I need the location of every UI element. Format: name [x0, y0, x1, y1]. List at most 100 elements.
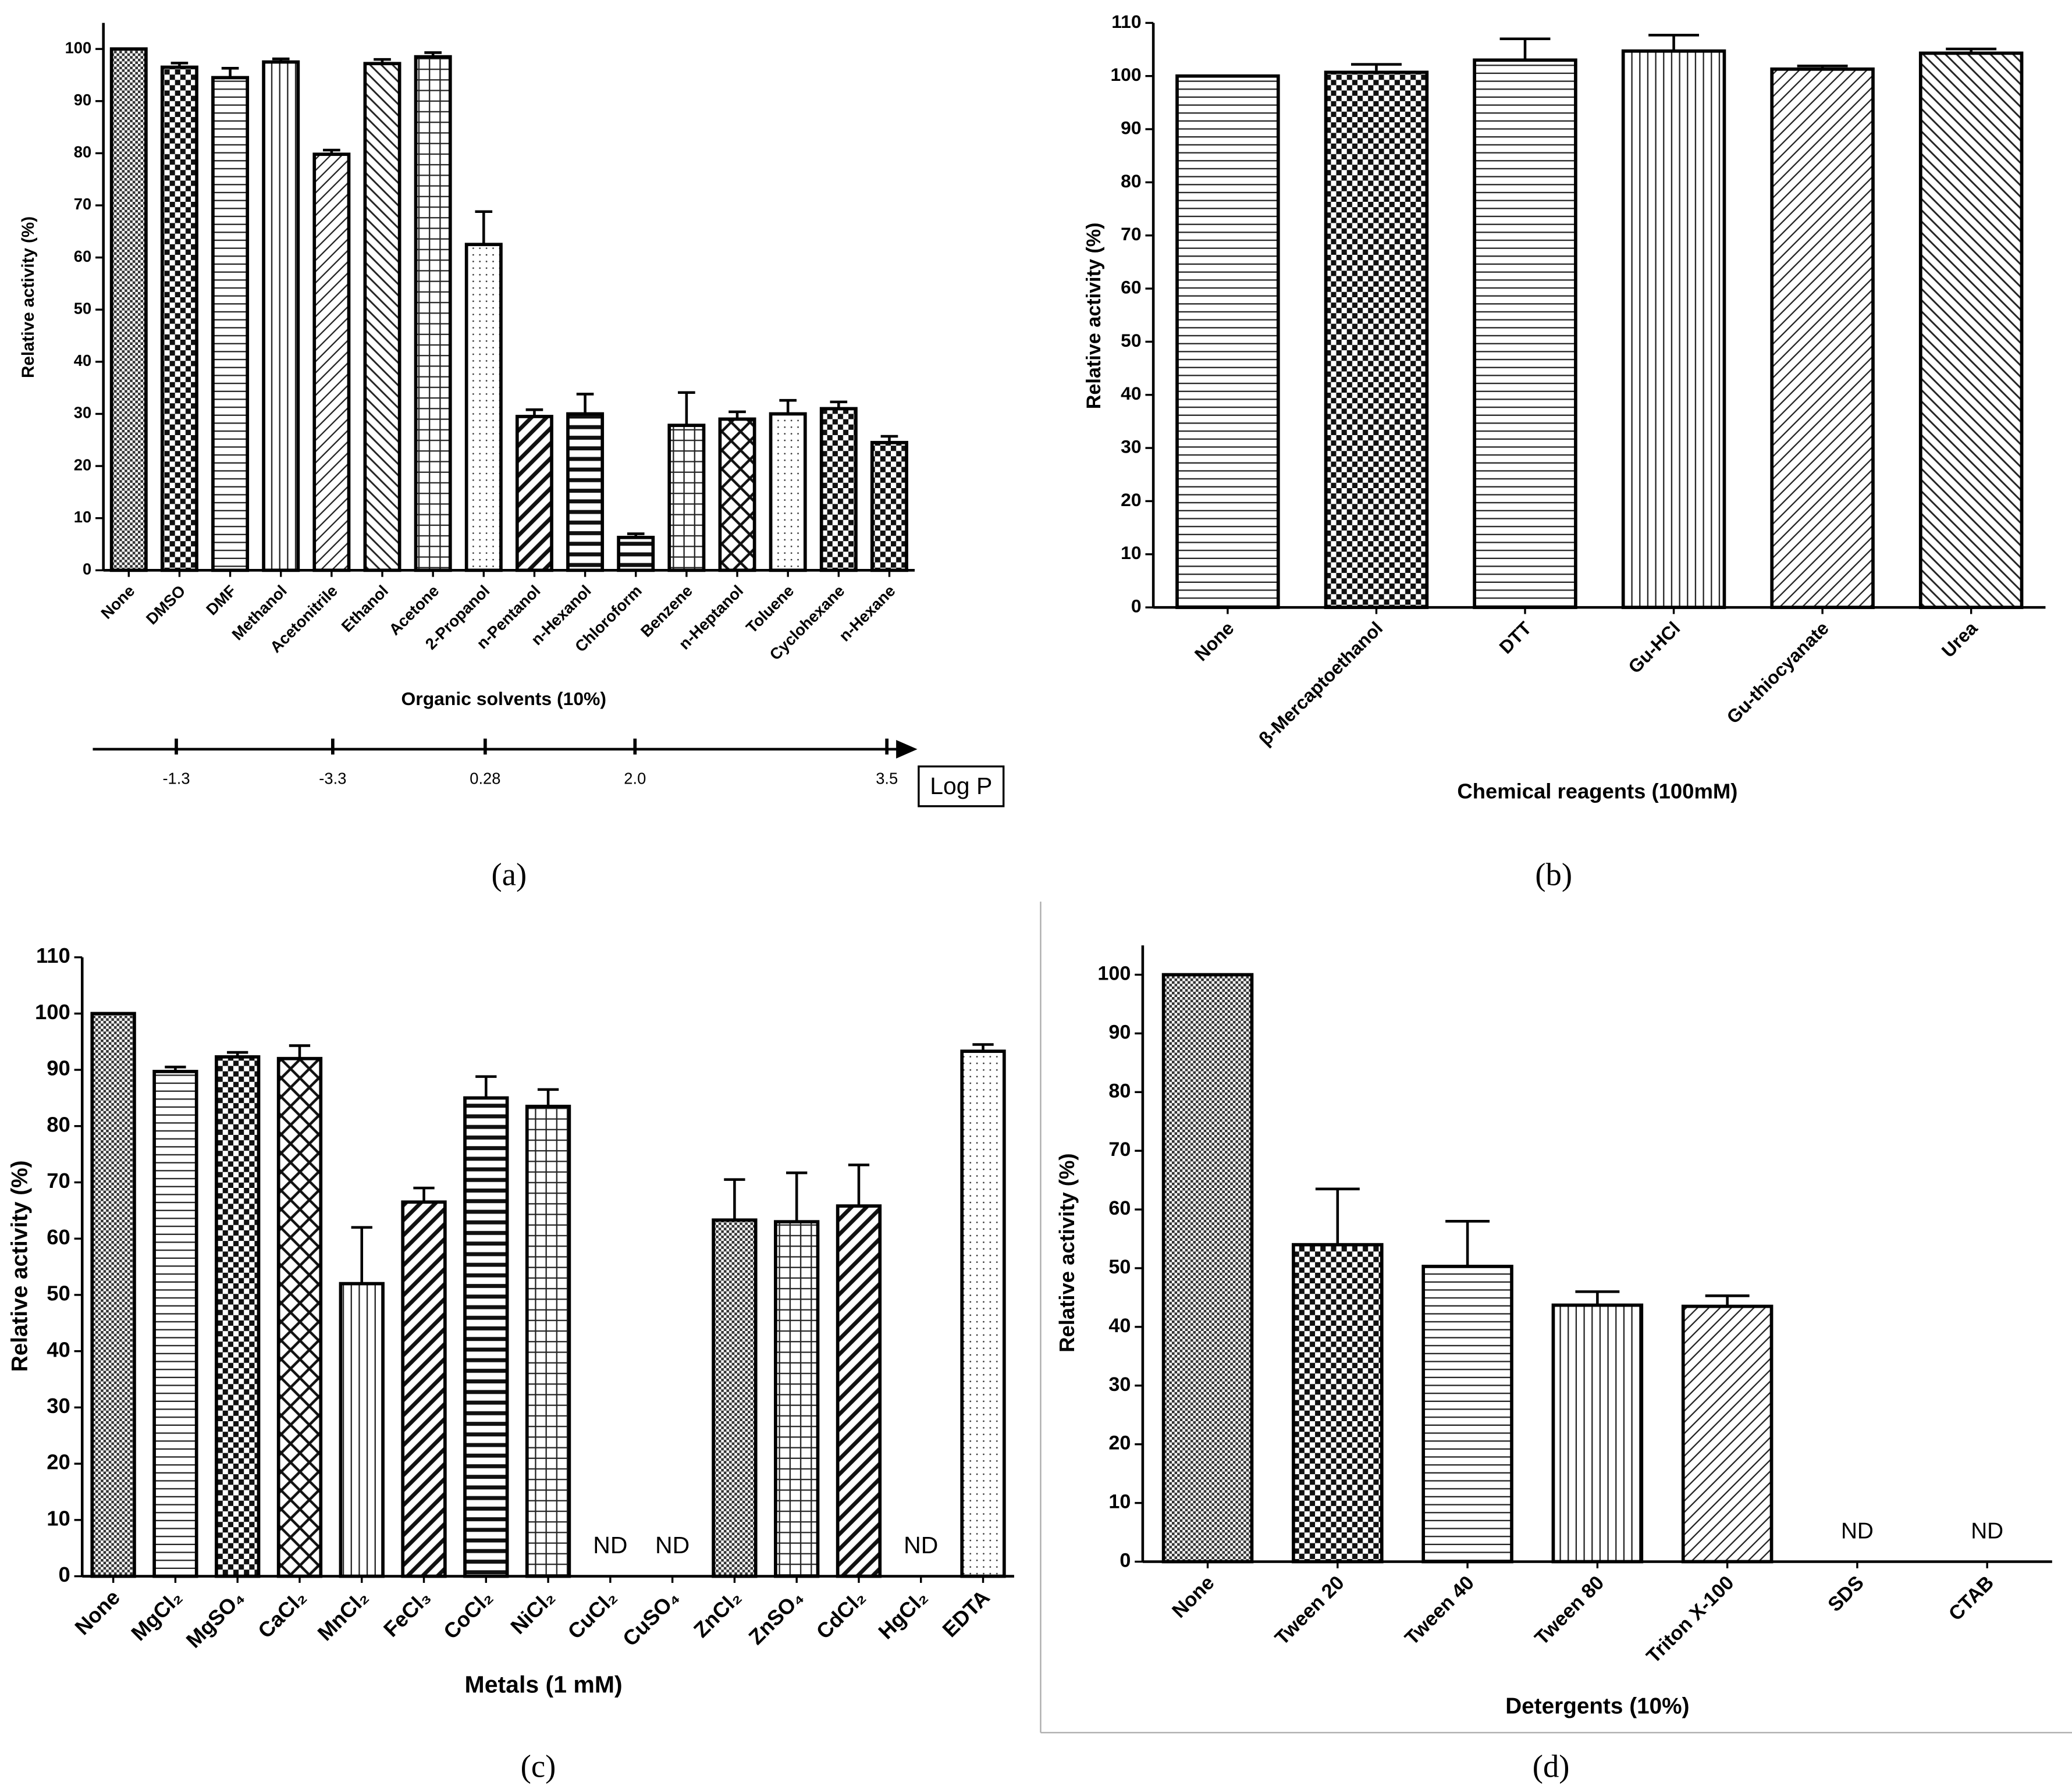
bar: [667, 424, 706, 572]
x-tick-label: FeCl₃: [379, 1585, 435, 1642]
y-tick-label: 80: [47, 1112, 70, 1136]
x-tick-label: CdCl₂: [812, 1585, 870, 1644]
panel-label: (c): [521, 1749, 556, 1784]
error-bar: [170, 62, 189, 67]
y-axis-title: Relative activity (%): [8, 1161, 33, 1372]
error-bar: [525, 408, 543, 417]
y-tick-label: 20: [47, 1450, 70, 1474]
y-tick-label: 90: [1121, 117, 1141, 138]
x-tick-label: None: [70, 1585, 125, 1639]
x-tick-label: CuCl₂: [563, 1585, 622, 1644]
error-bar: [678, 391, 695, 426]
logp-arrow: [896, 739, 918, 759]
error-bar: [830, 400, 848, 409]
y-tick-label: 60: [1108, 1197, 1131, 1219]
bar: [1421, 1265, 1513, 1564]
y-tick-label: 80: [1108, 1080, 1131, 1102]
error-bar: [1797, 65, 1848, 69]
y-tick-label: 10: [47, 1506, 70, 1530]
y-tick-label: 100: [1110, 64, 1141, 85]
y-tick-label: 100: [35, 1000, 70, 1024]
bar: [363, 62, 401, 572]
x-axis-title: Organic solvents (10%): [401, 688, 607, 709]
error-bar: [1445, 1220, 1490, 1266]
y-tick-label: 50: [1121, 330, 1141, 351]
panel-label: (b): [1535, 856, 1572, 892]
x-tick-label: Gu-HCl: [1624, 617, 1684, 677]
y-tick-label: 110: [36, 944, 70, 967]
x-tick-label: ZnCl₂: [689, 1585, 746, 1642]
bar: [1770, 67, 1875, 609]
y-axis-title: Relative activity (%): [19, 216, 38, 378]
error-bar: [724, 1178, 745, 1220]
bar: [1621, 49, 1726, 609]
logp-tick-label: 3.5: [876, 770, 898, 788]
y-tick-label: 20: [74, 455, 91, 474]
y-tick-label: 0: [83, 560, 91, 578]
y-tick-label: 0: [58, 1563, 70, 1586]
y-tick-label: 0: [1131, 596, 1142, 617]
error-bar: [1315, 1187, 1360, 1245]
error-bar: [1499, 37, 1551, 61]
bar: [211, 76, 250, 572]
bar: [1551, 1303, 1644, 1564]
error-bar: [880, 435, 898, 443]
bar: [525, 1105, 571, 1578]
x-tick-label: Tween 80: [1530, 1572, 1608, 1650]
value-label: ND: [1841, 1519, 1874, 1544]
x-axis-title: Detergents (10%): [1505, 1693, 1689, 1718]
error-bar: [786, 1171, 808, 1222]
x-axis-title: Chemical reagents (100mM): [1457, 780, 1737, 803]
y-tick-label: 70: [1108, 1138, 1131, 1161]
y-tick-label: 90: [1108, 1021, 1131, 1043]
logp-tick-label: -3.3: [319, 770, 346, 788]
x-tick-label: None: [97, 582, 138, 622]
x-tick-label: MgCl₂: [126, 1585, 186, 1645]
x-tick-label: β-Mercaptoethanol: [1254, 617, 1387, 749]
error-bar: [227, 1051, 248, 1057]
y-tick-label: 70: [47, 1169, 70, 1193]
y-tick-label: 60: [1121, 276, 1141, 297]
error-bar: [1648, 34, 1699, 51]
logp-tick-label: 0.28: [470, 770, 500, 788]
bar: [463, 1096, 509, 1578]
y-tick-label: 30: [1108, 1373, 1131, 1396]
y-tick-label: 20: [1121, 489, 1141, 510]
error-bar: [272, 57, 290, 62]
y-axis-title: Relative activity (%): [1083, 222, 1105, 409]
x-tick-label: DTT: [1495, 617, 1536, 658]
bar: [339, 1282, 385, 1578]
x-tick-label: MgSO₄: [182, 1585, 249, 1653]
x-tick-label: Tween 40: [1401, 1572, 1479, 1650]
y-tick-label: 50: [74, 299, 91, 317]
bar: [262, 60, 300, 572]
y-tick-label: 90: [47, 1056, 70, 1080]
bar: [712, 1218, 758, 1578]
x-tick-label: CTAB: [1945, 1572, 1998, 1625]
bar: [160, 65, 198, 572]
logp-label: Log P: [930, 773, 992, 799]
bar: [718, 417, 756, 572]
y-tick-label: 50: [1108, 1256, 1131, 1278]
y-tick-label: 100: [1097, 963, 1131, 985]
error-bar: [351, 1226, 372, 1284]
error-bar: [413, 1186, 435, 1202]
error-bar: [1705, 1294, 1750, 1307]
bar: [515, 415, 553, 572]
y-tick-label: 40: [74, 351, 91, 369]
error-bar: [1351, 63, 1402, 73]
value-label: ND: [1971, 1519, 2003, 1544]
value-label: ND: [593, 1532, 627, 1558]
panel-label: (d): [1533, 1749, 1570, 1784]
error-bar: [1946, 47, 1997, 54]
x-tick-label: Urea: [1938, 617, 1982, 661]
error-bar: [627, 532, 645, 538]
bar: [769, 412, 807, 572]
error-bar: [475, 210, 493, 245]
bar: [566, 412, 605, 572]
value-label: ND: [904, 1532, 938, 1558]
x-tick-label: Tween 20: [1271, 1572, 1349, 1650]
error-bar: [475, 1075, 497, 1098]
y-tick-label: 80: [1121, 170, 1141, 191]
